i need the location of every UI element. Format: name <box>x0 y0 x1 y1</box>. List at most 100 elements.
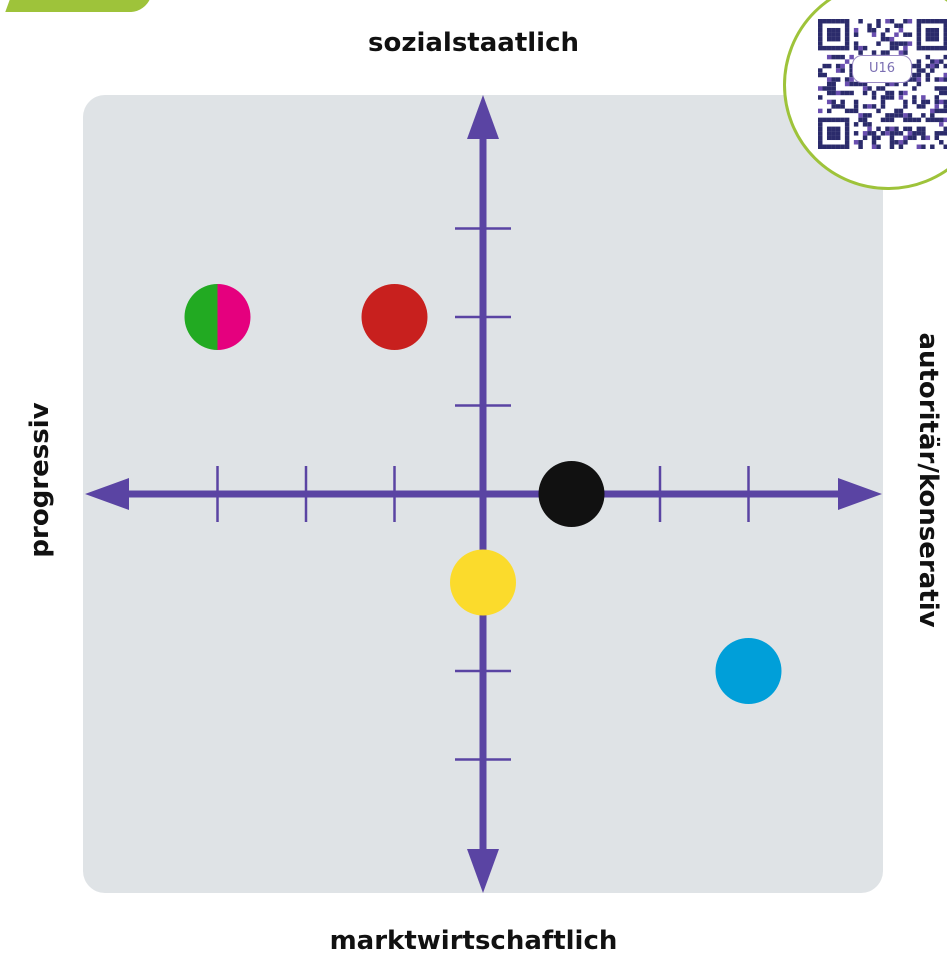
qr-module <box>844 19 850 24</box>
qr-module <box>840 54 845 60</box>
qr-module <box>818 32 823 37</box>
qr-module <box>925 77 931 82</box>
qr-module <box>818 135 823 141</box>
qr-module <box>903 104 908 109</box>
qr-module <box>921 135 926 141</box>
qr-module <box>862 113 868 118</box>
qr-module <box>939 108 944 114</box>
qr-module <box>853 104 859 109</box>
qr-module <box>867 104 872 109</box>
qr-module <box>903 135 908 141</box>
qr-module <box>912 77 917 82</box>
qr-module <box>818 86 823 91</box>
qr-module <box>903 113 908 118</box>
qr-module <box>916 131 922 136</box>
qr-module <box>934 45 940 51</box>
qr-module <box>912 63 917 69</box>
qr-module <box>903 117 908 123</box>
qr-module <box>880 95 886 100</box>
qr-module <box>835 68 841 73</box>
qr-module <box>916 72 922 78</box>
qr-module <box>934 104 940 109</box>
qr-module <box>858 140 863 145</box>
qr-code-icon <box>818 19 947 149</box>
qr-module <box>853 131 859 136</box>
qr-module <box>840 19 845 24</box>
qr-module <box>943 77 947 82</box>
qr-module <box>876 86 881 91</box>
qr-module <box>894 131 899 136</box>
qr-module <box>835 104 841 109</box>
qr-module <box>858 45 863 51</box>
qr-module <box>853 99 859 105</box>
qr-module <box>826 90 832 96</box>
qr-module <box>907 19 913 24</box>
qr-module <box>916 36 922 42</box>
qr-module <box>903 32 908 37</box>
qr-module <box>862 90 868 96</box>
qr-module <box>934 95 940 100</box>
qr-module <box>912 72 917 78</box>
qr-module <box>930 144 935 149</box>
qr-module <box>903 45 908 51</box>
qr-module <box>831 19 836 24</box>
qr-module <box>880 131 886 136</box>
qr-module <box>853 45 859 51</box>
qr-module <box>930 19 935 24</box>
qr-module <box>907 131 913 136</box>
qr-module <box>858 144 863 149</box>
qr-module <box>876 108 881 114</box>
qr-module <box>885 117 890 123</box>
qr-module <box>876 135 881 141</box>
qr-module <box>916 77 922 82</box>
qr-module <box>930 68 935 73</box>
qr-module <box>939 131 944 136</box>
qr-module <box>898 41 904 46</box>
qr-module <box>831 99 836 105</box>
qr-module <box>934 77 940 82</box>
data-point <box>450 549 516 616</box>
qr-module <box>934 108 940 114</box>
qr-module <box>939 122 944 127</box>
qr-module <box>849 90 854 96</box>
x-axis-arrow-left <box>85 478 129 510</box>
qr-module <box>925 54 931 60</box>
qr-module <box>921 104 926 109</box>
qr-module <box>916 27 922 33</box>
qr-module <box>818 27 823 33</box>
qr-module <box>835 144 841 149</box>
qr-module <box>912 95 917 100</box>
axis-label-left: progressiv <box>25 402 55 558</box>
qr-module <box>907 135 913 141</box>
qr-module <box>844 131 850 136</box>
qr-module <box>880 117 886 123</box>
qr-module <box>818 131 823 136</box>
qr-module <box>885 36 890 42</box>
qr-module <box>844 41 850 46</box>
qr-module <box>871 135 877 141</box>
qr-module <box>898 95 904 100</box>
qr-module <box>826 77 832 82</box>
qr-module <box>880 86 886 91</box>
qr-module <box>849 81 854 87</box>
qr-module <box>822 19 827 24</box>
qr-module <box>934 86 940 91</box>
qr-module <box>818 23 823 28</box>
qr-module <box>898 144 904 149</box>
qr-module <box>943 36 947 42</box>
qr-module <box>903 50 908 55</box>
qr-module <box>916 59 922 64</box>
qr-module <box>921 144 926 149</box>
qr-module <box>840 144 845 149</box>
qr-module <box>889 90 895 96</box>
qr-module <box>907 32 913 37</box>
qr-module <box>925 72 931 78</box>
qr-module <box>844 45 850 51</box>
qr-module <box>939 77 944 82</box>
qr-module <box>907 117 913 123</box>
qr-module <box>943 126 947 132</box>
qr-module <box>826 36 832 42</box>
axis-label-right: autoritär/konserativ <box>913 332 943 628</box>
qr-center-label: U16 <box>852 55 912 83</box>
qr-module <box>943 23 947 28</box>
